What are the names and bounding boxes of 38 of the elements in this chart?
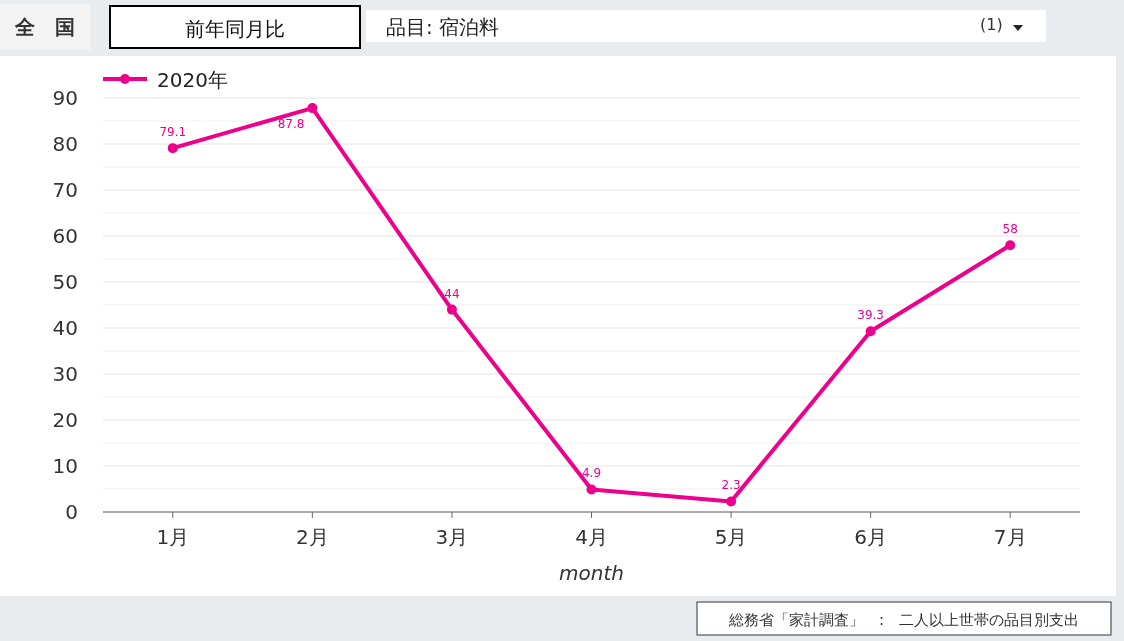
point: [586, 484, 597, 495]
y-tick-label: 70: [52, 178, 78, 202]
y-tick-label: 50: [52, 270, 78, 294]
y-tick-label: 60: [52, 224, 78, 248]
data-label: 44: [444, 286, 460, 301]
point: [167, 143, 178, 154]
data-label: 39.3: [857, 308, 884, 323]
data-label: 58: [1002, 222, 1018, 237]
point: [865, 326, 876, 337]
chart-subtitle: 品目: 宿泊料: [386, 15, 500, 39]
point: [307, 103, 318, 114]
data-label: 87.8: [277, 117, 305, 132]
text: (1): [980, 15, 1003, 34]
x-tick-label: 1月: [156, 525, 190, 549]
y-tick-label: 30: [52, 362, 78, 386]
x-tick-label: 7月: [993, 525, 1027, 549]
chart-title: 前年同月比: [185, 17, 285, 41]
y-tick-label: 40: [52, 316, 78, 340]
x-tick-label: 5月: [714, 525, 748, 549]
y-tick-label: 20: [52, 408, 78, 432]
x-axis-title: month: [559, 561, 624, 585]
point: [1005, 240, 1016, 251]
data-label: 4.9: [581, 466, 602, 481]
legend-label: 2020年: [157, 68, 228, 92]
data-label: 2.3: [721, 478, 741, 493]
x-tick-label: 2月: [295, 525, 329, 549]
y-tick-label: 90: [52, 86, 78, 110]
x-tick-label: 4月: [575, 525, 608, 549]
data-label: 79.1: [159, 125, 187, 140]
x-tick-label: 3月: [435, 525, 469, 549]
text: 総務省「家計調査」 : 二人以上世帯の品目別支出: [727, 611, 1080, 629]
point: [446, 304, 457, 315]
y-tick-label: 80: [52, 132, 78, 156]
y-tick-label: 0: [65, 500, 78, 524]
point: [726, 496, 737, 507]
y-tick-label: 10: [52, 454, 78, 478]
x-tick-label: 6月: [854, 525, 888, 549]
text: 全 国: [14, 15, 75, 39]
